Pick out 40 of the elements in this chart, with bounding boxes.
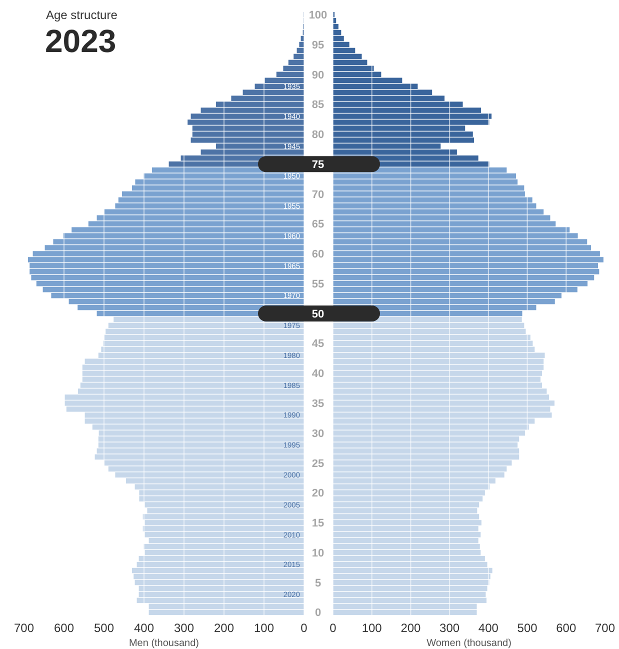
y-tick-label: 65	[312, 218, 324, 231]
y-tick-label: 60	[312, 248, 324, 261]
y-tick-label: 0	[314, 607, 322, 620]
y-tick-label: 5	[314, 577, 322, 590]
y-tick-label: 45	[312, 338, 324, 350]
x-tick-label: 700	[14, 621, 34, 635]
y-tick-label: 75	[312, 159, 324, 172]
x-tick-label: 200	[400, 621, 422, 635]
y-tick-label: 70	[312, 188, 324, 201]
x-tick-label: 100	[254, 621, 274, 635]
x-tick-label: 600	[556, 621, 576, 635]
x-tick-label: 200	[214, 621, 234, 635]
x-tick-label: 500	[517, 621, 538, 635]
x-axis-title: Men (thousand)	[128, 638, 200, 649]
y-tick-label: 25	[312, 458, 324, 470]
x-tick-label: 600	[54, 621, 74, 635]
y-tick-label: 50	[312, 308, 324, 320]
y-tick-label: 40	[312, 368, 324, 380]
x-tick-label: 100	[362, 621, 382, 635]
x-tick-label: 400	[134, 621, 154, 635]
y-tick-label: 30	[312, 428, 324, 440]
x-tick-label: 300	[174, 621, 194, 635]
x-tick-label: 300	[440, 621, 460, 635]
y-tick-label: 95	[312, 39, 324, 52]
chart-title: Age structure	[46, 8, 118, 22]
y-tick-label: 100	[308, 9, 328, 22]
chart-subtitle: 2023	[45, 23, 116, 59]
x-tick-label: 400	[478, 621, 499, 635]
x-tick-label: 500	[94, 621, 114, 635]
y-tick-label: 15	[312, 518, 324, 530]
y-tick-label: 20	[312, 488, 324, 500]
x-tick-label: 700	[594, 621, 616, 635]
y-tick-label: 10	[312, 547, 324, 560]
y-tick-label: 85	[312, 99, 324, 112]
y-tick-label: 35	[312, 398, 324, 410]
y-tick-label: 80	[312, 129, 324, 142]
y-tick-label: 55	[312, 278, 324, 290]
x-tick-label: 0	[330, 621, 337, 635]
x-axis-title: Women (thousand)	[426, 638, 512, 649]
y-tick-label: 90	[312, 69, 324, 82]
